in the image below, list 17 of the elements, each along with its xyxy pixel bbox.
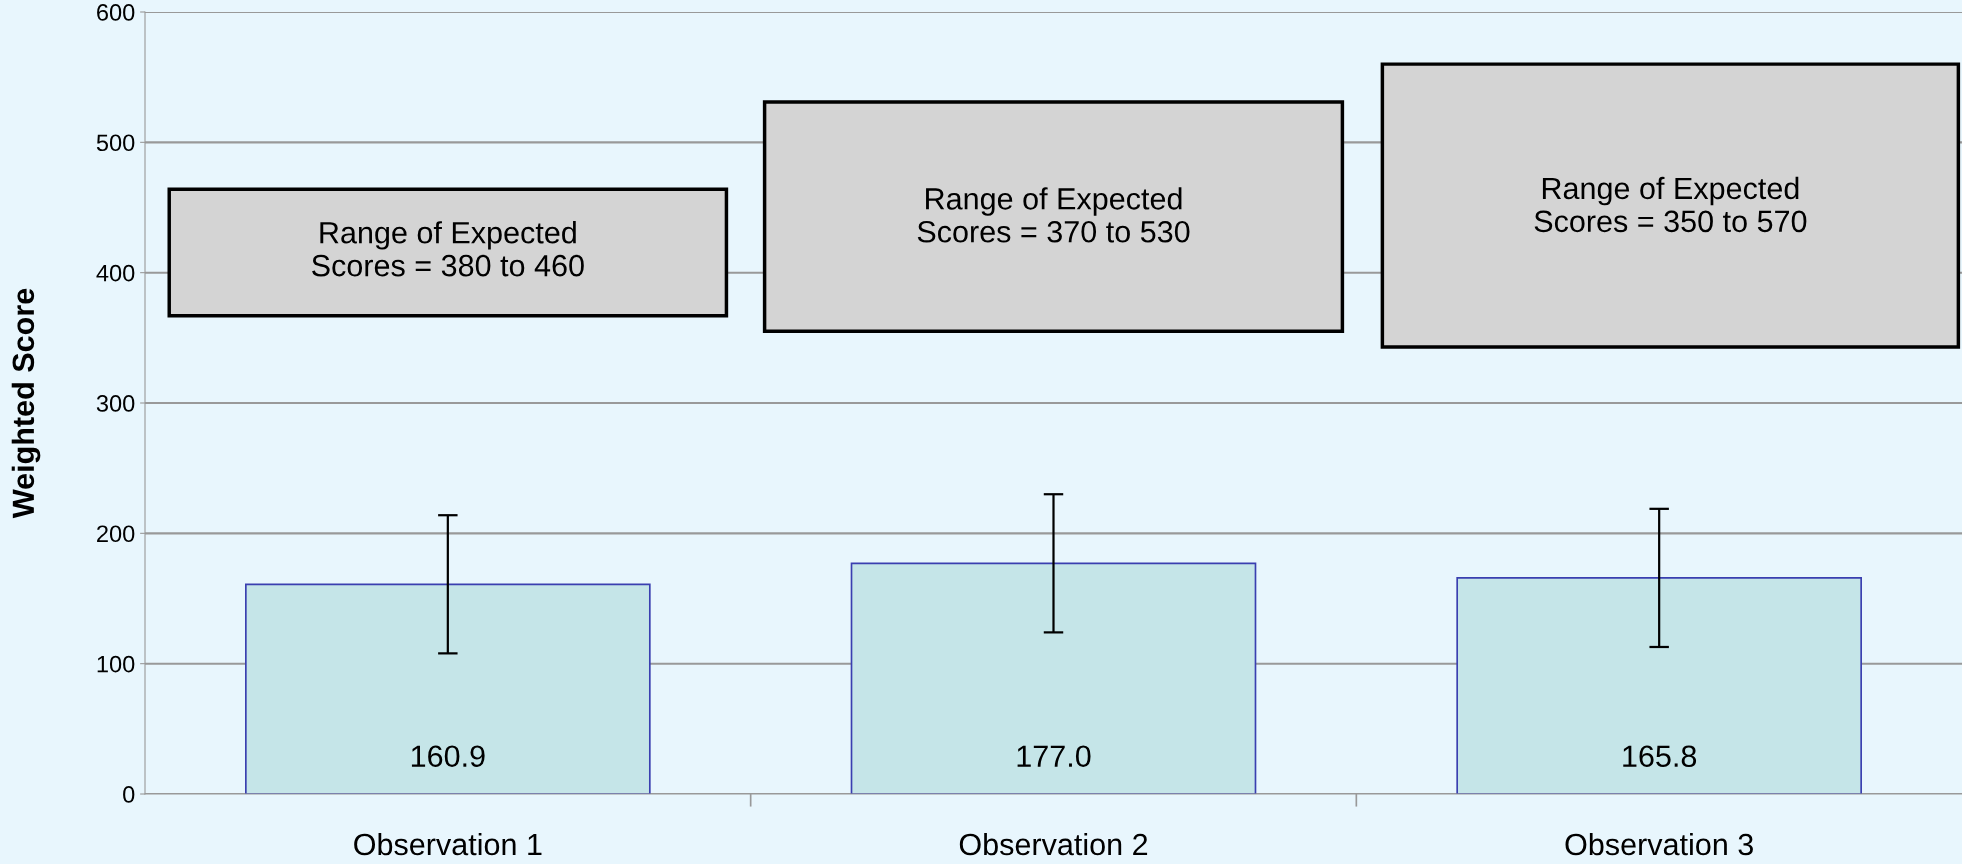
y-axis-title: Weighted Score: [11, 288, 41, 519]
y-tick-label: 0: [123, 786, 135, 803]
y-tick-label: 600: [97, 4, 135, 21]
data-label: 160.9: [411, 745, 485, 768]
annotation: Range of Expected Scores = 370 to 530: [917, 187, 1190, 243]
data-label: 177.0: [1017, 745, 1091, 768]
annotation: Range of Expected Scores = 380 to 460: [312, 221, 584, 277]
x-tick-label: Observation 3: [1565, 832, 1753, 856]
y-tick-label: 400: [96, 264, 135, 282]
y-tick-label: 200: [97, 525, 135, 543]
x-tick-label: Observation 2: [959, 832, 1148, 856]
annotation: Range of Expected Scores = 350 to 570: [1534, 176, 1807, 233]
y-tick-label: 500: [96, 134, 135, 152]
x-tick-label: Observation 1: [354, 832, 542, 856]
data-label: 165.8: [1623, 745, 1697, 768]
y-tick-label: 100: [97, 655, 135, 673]
y-tick-label: 300: [96, 395, 135, 412]
